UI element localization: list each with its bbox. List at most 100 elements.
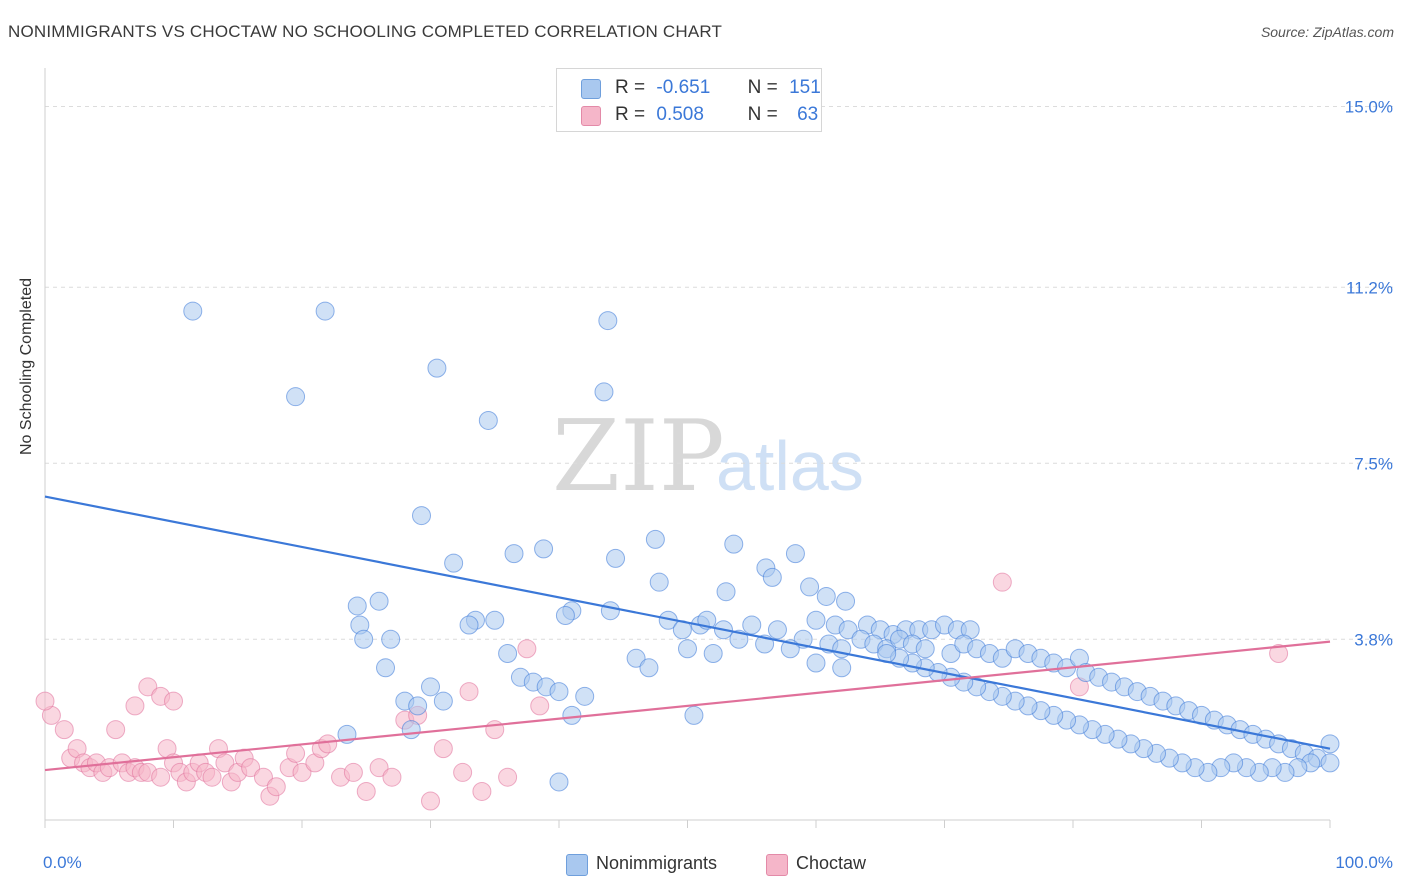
nonimmigrants-trend-line xyxy=(44,495,1331,750)
choctaw-points xyxy=(35,572,1289,811)
y-tick-label: 11.2% xyxy=(1346,278,1393,297)
choctaw-point xyxy=(485,720,505,740)
choctaw-point xyxy=(215,753,235,773)
nonimmigrants-point xyxy=(806,653,826,673)
nonimmigrants-point xyxy=(408,696,428,716)
choctaw-point xyxy=(125,696,145,716)
nonimmigrants-point xyxy=(800,577,820,597)
nonimmigrants-point xyxy=(649,572,669,592)
blue-swatch xyxy=(581,79,601,99)
nonimmigrants-point xyxy=(376,658,396,678)
nonimmigrants-point xyxy=(485,610,505,630)
chart-title: NONIMMIGRANTS VS CHOCTAW NO SCHOOLING CO… xyxy=(8,22,723,41)
n-value: 151 xyxy=(789,77,821,98)
nonimmigrants-point xyxy=(549,772,569,792)
choctaw-point xyxy=(151,767,171,787)
nonimmigrants-point xyxy=(401,720,421,740)
nonimmigrants-point xyxy=(992,648,1012,668)
choctaw-point xyxy=(517,639,537,659)
nonimmigrants-point xyxy=(594,382,614,402)
nonimmigrants-point xyxy=(549,682,569,702)
nonimmigrants-point xyxy=(724,534,744,554)
choctaw-point xyxy=(266,777,286,797)
watermark-atlas: atlas xyxy=(716,427,864,505)
legend-label-choctaw: Choctaw xyxy=(796,853,867,873)
choctaw-point xyxy=(472,781,492,801)
bottom-legend-nonimmigrants: Nonimmigrants xyxy=(566,852,746,876)
choctaw-point xyxy=(356,781,376,801)
nonimmigrants-point xyxy=(183,301,203,321)
tick-labels: 3.8% 7.5% 11.2% 15.0% 0.0% 100.0% xyxy=(43,98,1393,872)
nonimmigrants-point xyxy=(562,705,582,725)
r-value: 0.508 xyxy=(656,104,704,125)
nonimmigrants-point xyxy=(347,596,367,616)
nonimmigrants-point xyxy=(504,544,524,564)
choctaw-point xyxy=(530,696,550,716)
nonimmigrants-point xyxy=(806,610,826,630)
nonimmigrants-point xyxy=(433,691,453,711)
nonimmigrants-point xyxy=(412,506,432,526)
r-value: -0.651 xyxy=(656,77,711,98)
nonimmigrants-point xyxy=(785,544,805,564)
choctaw-point xyxy=(369,758,389,778)
nonimmigrants-point xyxy=(1320,734,1340,754)
choctaw-point xyxy=(498,767,518,787)
nonimmigrants-point xyxy=(459,615,479,635)
blue-legend-swatch xyxy=(566,854,588,876)
choctaw-point xyxy=(35,691,55,711)
choctaw-point xyxy=(318,734,338,754)
r-label: R = xyxy=(615,104,646,125)
choctaw-point xyxy=(164,691,183,711)
nonimmigrants-point xyxy=(626,648,646,668)
choctaw-point xyxy=(286,743,306,763)
nonimmigrants-point xyxy=(369,591,389,611)
y-tick-label: 7.5% xyxy=(1354,454,1393,473)
nonimmigrants-point xyxy=(716,582,736,602)
nonimmigrants-point xyxy=(816,586,836,606)
nonimmigrants-point xyxy=(703,644,723,664)
nonimmigrants-point xyxy=(836,591,856,611)
nonimmigrants-point xyxy=(354,629,374,649)
nonimmigrants-point xyxy=(381,629,401,649)
nonimmigrants-point xyxy=(598,311,618,331)
source-label: Source: ZipAtlas.com xyxy=(1260,24,1394,40)
nonimmigrants-point xyxy=(606,548,626,568)
nonimmigrants-point xyxy=(478,410,498,430)
choctaw-point xyxy=(433,739,453,759)
nonimmigrants-point xyxy=(1320,753,1340,773)
choctaw-trend-line xyxy=(44,640,1331,772)
nonimmigrants-point xyxy=(742,615,762,635)
nonimmigrants-point xyxy=(427,358,447,378)
nonimmigrants-point xyxy=(684,705,704,725)
choctaw-point xyxy=(459,682,479,702)
choctaw-point xyxy=(54,720,74,740)
trend-lines xyxy=(44,495,1331,772)
legend-row-choctaw: R = 0.508 N = 63 xyxy=(557,102,821,128)
pink-legend-swatch xyxy=(766,854,788,876)
nonimmigrants-point xyxy=(832,658,852,678)
nonimmigrants-points xyxy=(183,301,1340,792)
pink-swatch xyxy=(581,106,601,126)
watermark: ZIP atlas xyxy=(552,400,864,514)
choctaw-point xyxy=(202,767,222,787)
bottom-legend-choctaw: Choctaw xyxy=(766,852,906,876)
choctaw-point xyxy=(292,762,312,782)
nonimmigrants-point xyxy=(421,677,440,697)
n-label: N = xyxy=(747,77,778,98)
nonimmigrants-point xyxy=(639,658,659,678)
watermark-zip: ZIP xyxy=(552,400,725,514)
correlation-legend: R = -0.651 N = 151 R = 0.508 N = 63 xyxy=(556,68,822,132)
n-value: 63 xyxy=(797,104,819,125)
nonimmigrants-point xyxy=(729,629,749,649)
nonimmigrants-point xyxy=(762,567,782,587)
choctaw-point xyxy=(253,767,273,787)
choctaw-point xyxy=(1269,644,1289,664)
nonimmigrants-point xyxy=(678,639,697,659)
choctaw-point xyxy=(453,762,473,782)
choctaw-point xyxy=(241,758,261,778)
nonimmigrants-point xyxy=(915,639,935,659)
choctaw-point xyxy=(382,767,402,787)
nonimmigrants-point xyxy=(575,686,595,706)
x-tick-label: 0.0% xyxy=(43,853,82,872)
gridlines xyxy=(45,106,1395,640)
